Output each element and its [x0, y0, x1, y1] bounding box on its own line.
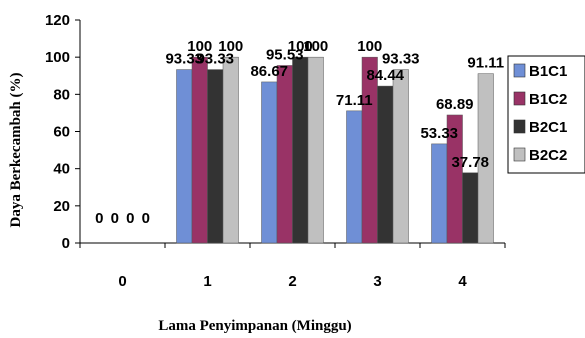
data-label-b2c1-2: 100 [288, 38, 313, 55]
bar-b2c1-3 [377, 85, 394, 244]
bar-b2c2-1 [222, 56, 239, 244]
data-label-b1c1-4: 53.33 [420, 125, 458, 142]
data-label-b1c2-2: 95.53 [266, 46, 304, 63]
data-label-b1c2-4: 68.89 [436, 96, 474, 113]
bar-b2c1-2 [292, 56, 309, 244]
data-label-b1c2-0: 0 [111, 210, 119, 227]
data-label-b1c2-1: 100 [187, 38, 212, 55]
x-tick-label: 2 [288, 273, 296, 290]
data-label-b2c2-0: 0 [142, 210, 150, 227]
bar-b1c1-2 [261, 81, 278, 244]
data-label-b2c1-3: 84.44 [366, 67, 404, 84]
x-axis-title: Lama Penyimpanan (Minggu) [158, 318, 351, 334]
data-label-b1c1-3: 71.11 [336, 92, 373, 109]
data-label-b2c1-0: 0 [126, 210, 134, 227]
legend-swatch-b1c2 [513, 91, 526, 106]
legend-label-b2c2: B2C2 [529, 147, 567, 164]
y-tick-label: 80 [53, 86, 70, 103]
legend: B1C1 B1C2 B2C1 B2C2 [507, 55, 585, 174]
y-tick-label: 0 [62, 235, 70, 252]
legend-label-b2c1: B2C1 [529, 119, 567, 136]
y-tick-label: 100 [45, 49, 70, 66]
data-label-b1c1-1: 93.33 [165, 51, 203, 68]
y-axis-title: Daya Berkecambah (%) [8, 73, 24, 228]
data-label-b2c2-2: 100 [303, 38, 328, 55]
bar-b1c2-2 [276, 65, 293, 244]
x-tick-label: 0 [118, 273, 126, 290]
bar-b1c1-3 [346, 110, 363, 244]
legend-swatch-b1c1 [513, 63, 526, 78]
bar-b1c1-1 [176, 69, 193, 244]
bar-b2c1-1 [207, 69, 224, 244]
bar-b2c2-4 [477, 73, 494, 244]
y-tick-label: 40 [53, 161, 70, 178]
y-tick-label: 20 [53, 198, 70, 215]
legend-label-b1c1: B1C1 [529, 63, 567, 80]
bar-b2c1-4 [462, 172, 479, 244]
data-label-b1c1-2: 86.67 [250, 63, 288, 80]
data-label-b1c1-0: 0 [95, 210, 103, 227]
data-label-b2c1-4: 37.78 [451, 154, 489, 171]
bar-b1c1-4 [431, 143, 448, 244]
bar-b2c2-3 [392, 69, 409, 244]
x-tick-label: 4 [458, 273, 467, 290]
bar-b2c2-2 [307, 56, 324, 244]
bar-b1c2-3 [361, 56, 378, 244]
data-label-b2c2-3: 93.33 [382, 51, 420, 68]
y-tick-label: 60 [53, 124, 70, 141]
data-label-b2c2-1: 100 [218, 38, 243, 55]
data-label-b1c2-3: 100 [357, 38, 382, 55]
y-tick-label: 120 [45, 12, 70, 29]
legend-swatch-b2c2 [513, 147, 526, 162]
x-tick-label: 3 [373, 273, 381, 290]
bar-b1c2-1 [191, 56, 208, 244]
legend-label-b1c2: B1C2 [529, 91, 567, 108]
x-tick-label: 1 [203, 273, 211, 290]
legend-swatch-b2c1 [513, 119, 526, 134]
data-label-b2c1-1: 93.33 [196, 51, 234, 68]
data-label-b2c2-4: 91.11 [467, 55, 504, 72]
